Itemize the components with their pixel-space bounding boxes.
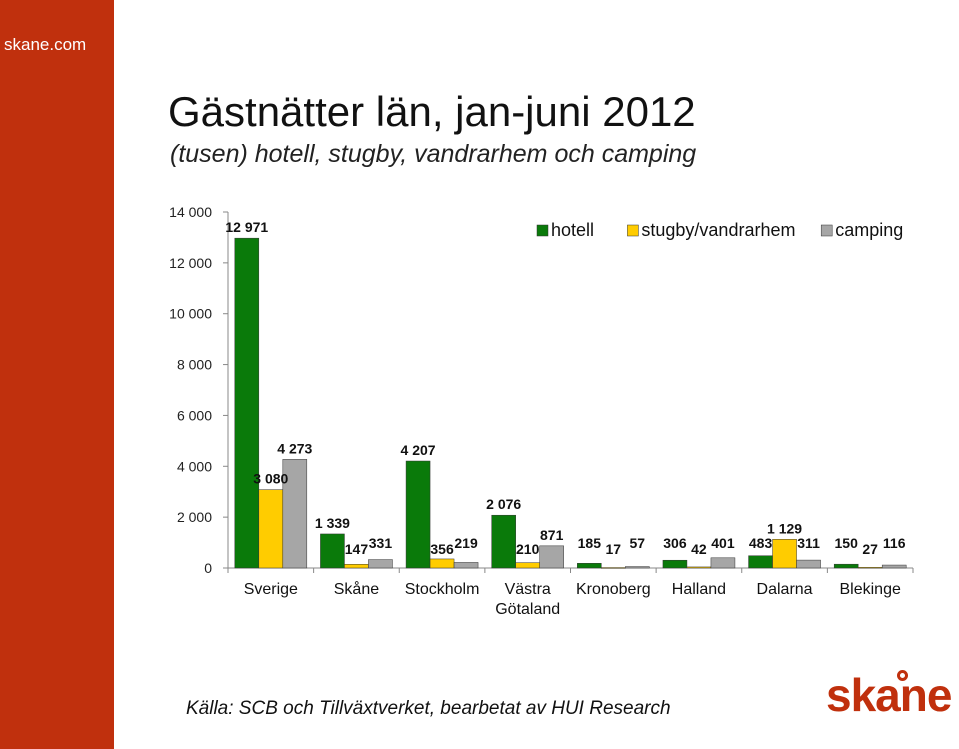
bar-hotell [833, 563, 859, 569]
y-tick-label: 0 [204, 560, 212, 576]
legend-swatch [627, 224, 639, 237]
data-label: 483 [749, 535, 773, 551]
bar-hotell [491, 514, 516, 569]
y-tick-label: 8 000 [177, 357, 212, 373]
data-label: 871 [540, 527, 564, 543]
site-label[interactable]: skane.com [4, 35, 87, 54]
data-label: 147 [345, 541, 369, 557]
y-tick-label: 2 000 [177, 509, 212, 525]
y-tick-label: 6 000 [177, 407, 212, 423]
bar-camping [539, 545, 564, 569]
x-category-label: Stockholm [405, 581, 480, 598]
bar-hotell [748, 555, 773, 569]
data-label: 356 [430, 541, 454, 557]
data-label: 311 [797, 535, 820, 551]
x-category-label: Götaland [495, 601, 560, 618]
data-label: 150 [835, 535, 859, 551]
data-label: 12 971 [225, 219, 268, 235]
data-label: 42 [691, 541, 707, 557]
legend-swatch [820, 224, 833, 237]
bar-hotell [577, 563, 602, 569]
bar-camping [796, 559, 821, 569]
data-label: 306 [663, 535, 687, 551]
chart-title: Gästnätter län, jan-juni 2012 [168, 88, 696, 135]
bar-stugbyvandrarhem [857, 567, 883, 569]
data-label: 1 339 [315, 515, 350, 531]
y-tick-label: 10 000 [169, 306, 212, 322]
y-tick-label: 14 000 [169, 204, 212, 220]
data-label: 185 [578, 535, 602, 551]
bar-camping [282, 459, 308, 569]
bar-hotell [405, 460, 431, 569]
bar-stugbyvandrarhem [772, 539, 797, 569]
data-label: 210 [516, 541, 540, 557]
data-label: 17 [606, 541, 622, 557]
y-tick-label: 4 000 [177, 458, 212, 474]
bar-stugbyvandrarhem [429, 558, 455, 569]
data-label: 4 273 [277, 440, 312, 456]
source-note: Källa: SCB och Tillväxtverket, bearbetat… [186, 698, 671, 719]
bar-camping [368, 559, 393, 569]
x-category-label: Blekinge [840, 581, 901, 598]
x-category-label: Halland [672, 581, 726, 598]
data-label: 57 [630, 535, 646, 551]
bar-hotell [662, 559, 688, 569]
bar-camping [881, 564, 907, 569]
data-label: 116 [883, 535, 906, 551]
bar-stugbyvandrarhem [601, 567, 626, 569]
data-label: 219 [454, 535, 478, 551]
x-category-label: Kronoberg [576, 581, 651, 598]
bar-hotell [320, 533, 345, 569]
bar-hotell [234, 237, 260, 569]
logo-text: skane [826, 669, 952, 721]
data-label: 331 [369, 535, 393, 551]
skane-logo: skane [826, 668, 952, 722]
legend-swatch [536, 224, 549, 237]
logo-ring-icon [897, 670, 908, 681]
data-label: 27 [862, 541, 878, 557]
data-label: 4 207 [401, 442, 436, 458]
x-category-label: Sverige [244, 581, 298, 598]
x-category-label: Skåne [334, 580, 379, 598]
data-label: 401 [711, 535, 735, 551]
bar-camping [625, 566, 650, 569]
bar-camping [710, 557, 736, 569]
bar-stugbyvandrarhem [344, 564, 369, 569]
x-category-label: Västra [505, 581, 551, 598]
data-label: 3 080 [253, 471, 288, 487]
legend-label: camping [835, 220, 903, 240]
legend-label: hotell [551, 220, 594, 240]
bar-camping [453, 562, 479, 569]
sidebar-band: skane.com [0, 0, 114, 749]
legend-label: stugby/vandrarhem [641, 220, 795, 240]
chart-subtitle: (tusen) hotell, stugby, vandrarhem och c… [170, 140, 697, 168]
y-tick-label: 12 000 [169, 255, 212, 271]
bar-stugbyvandrarhem [258, 489, 284, 569]
bar-stugbyvandrarhem [515, 562, 540, 569]
x-category-label: Dalarna [757, 581, 813, 598]
data-label: 1 129 [767, 520, 802, 536]
data-label: 2 076 [486, 496, 521, 512]
bar-stugbyvandrarhem [686, 566, 712, 569]
